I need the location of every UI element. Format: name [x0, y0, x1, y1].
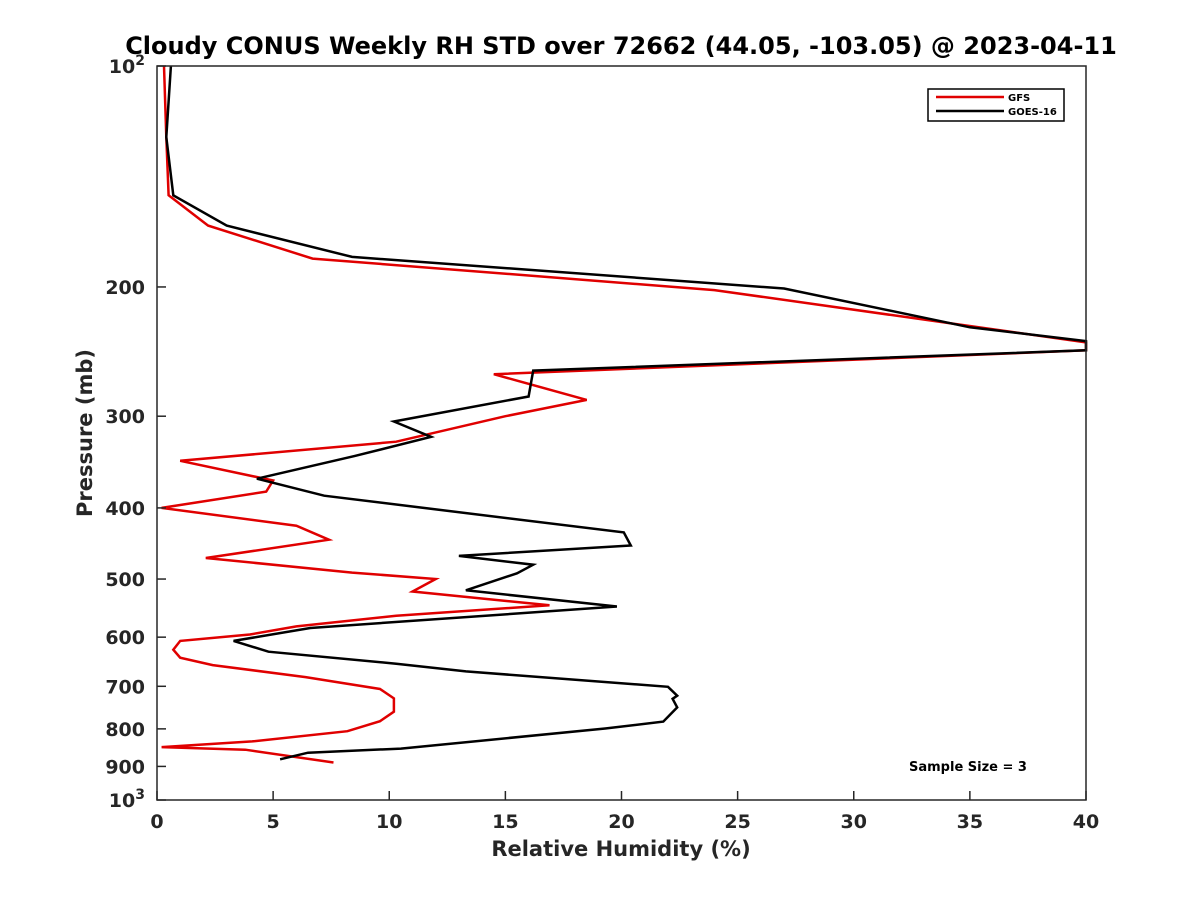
- y-tick-label: 103: [109, 787, 145, 812]
- legend: GFS GOES-16: [927, 88, 1065, 122]
- legend-label-goes16: GOES-16: [1008, 107, 1057, 118]
- y-tick-label: 200: [105, 277, 145, 299]
- y-tick-label: 700: [105, 676, 145, 698]
- y-tick-label: 500: [105, 569, 145, 591]
- y-axis-title: Pressure (mb): [73, 349, 97, 517]
- x-tick-label: 20: [608, 811, 634, 833]
- y-tick-label: 900: [105, 756, 145, 778]
- series-line-gfs: [161, 65, 1088, 764]
- chart-title: Cloudy CONUS Weekly RH STD over 72662 (4…: [125, 32, 1117, 60]
- y-tick-label: 300: [105, 406, 145, 428]
- y-tick-label: 800: [105, 719, 145, 741]
- sample-size-annotation: Sample Size = 3: [909, 760, 1027, 775]
- x-tick-label: 10: [376, 811, 402, 833]
- y-tick-label: 600: [105, 627, 145, 649]
- axis-ticks: 0 5 10 15 20 25 30 35 40 102 200 300 400 500 600 700 800…: [105, 53, 1099, 833]
- x-tick-label: 30: [841, 811, 867, 833]
- x-axis-title: Relative Humidity (%): [491, 837, 750, 861]
- x-tick-label: 25: [724, 811, 750, 833]
- series-line-goes16: [165, 65, 1088, 761]
- series-lines: [161, 65, 1088, 764]
- x-tick-label: 40: [1073, 811, 1099, 833]
- legend-box: [927, 88, 1065, 122]
- x-tick-label: 5: [267, 811, 280, 833]
- plot-frame: [156, 65, 1087, 801]
- y-tick-label: 102: [109, 53, 145, 78]
- x-tick-label: 15: [492, 811, 518, 833]
- x-tick-label: 35: [957, 811, 983, 833]
- x-tick-label: 0: [150, 811, 163, 833]
- y-tick-label: 400: [105, 498, 145, 520]
- legend-label-gfs: GFS: [1008, 93, 1030, 104]
